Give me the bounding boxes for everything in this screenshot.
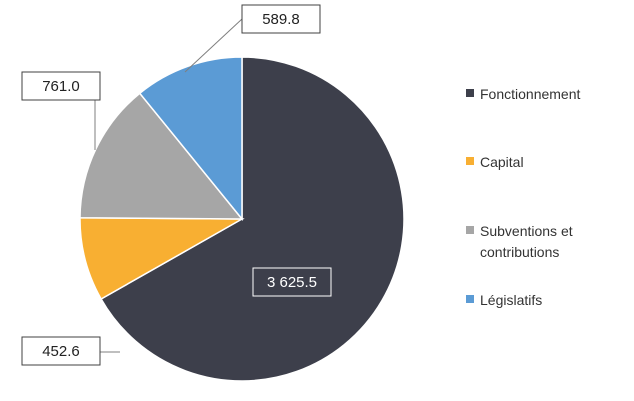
pie-slice-fonctionnement — [100, 56, 405, 382]
legend-item-subventions: Subventions et contributions — [466, 221, 610, 263]
data-label-box-subventions — [21, 71, 101, 101]
pie-chart: 3 625.5 452.6 761.0 589.8 — [21, 4, 405, 382]
legend-label-subventions: Subventions et contributions — [480, 223, 573, 260]
legend-item-fonctionnement: Fonctionnement — [466, 84, 610, 105]
legend: Fonctionnement Capital Subventions et co… — [466, 0, 634, 401]
pie-slice-legislatifs — [138, 56, 243, 222]
data-label-box-legislatifs — [241, 4, 321, 34]
data-label-box-capital — [21, 336, 101, 366]
pie-slice-capital — [79, 217, 245, 301]
legend-label-fonctionnement: Fonctionnement — [480, 86, 581, 102]
legend-label-legislatifs: Législatifs — [480, 292, 543, 308]
leader-line-legislatifs — [184, 18, 243, 73]
data-label-subventions: 761.0 — [42, 78, 80, 95]
data-label-box-fonctionnement — [252, 267, 332, 297]
legend-label-capital: Capital — [480, 154, 524, 170]
legend-swatch-subventions — [466, 226, 474, 234]
data-label-capital: 452.6 — [42, 343, 80, 360]
data-label-fonctionnement: 3 625.5 — [267, 274, 317, 291]
legend-swatch-legislatifs — [466, 295, 474, 303]
legend-item-legislatifs: Législatifs — [466, 290, 610, 311]
pie-slice-subventions — [79, 92, 244, 220]
legend-swatch-fonctionnement — [466, 89, 474, 97]
data-label-legislatifs: 589.8 — [262, 11, 300, 28]
legend-swatch-capital — [466, 157, 474, 165]
legend-item-capital: Capital — [466, 152, 610, 173]
